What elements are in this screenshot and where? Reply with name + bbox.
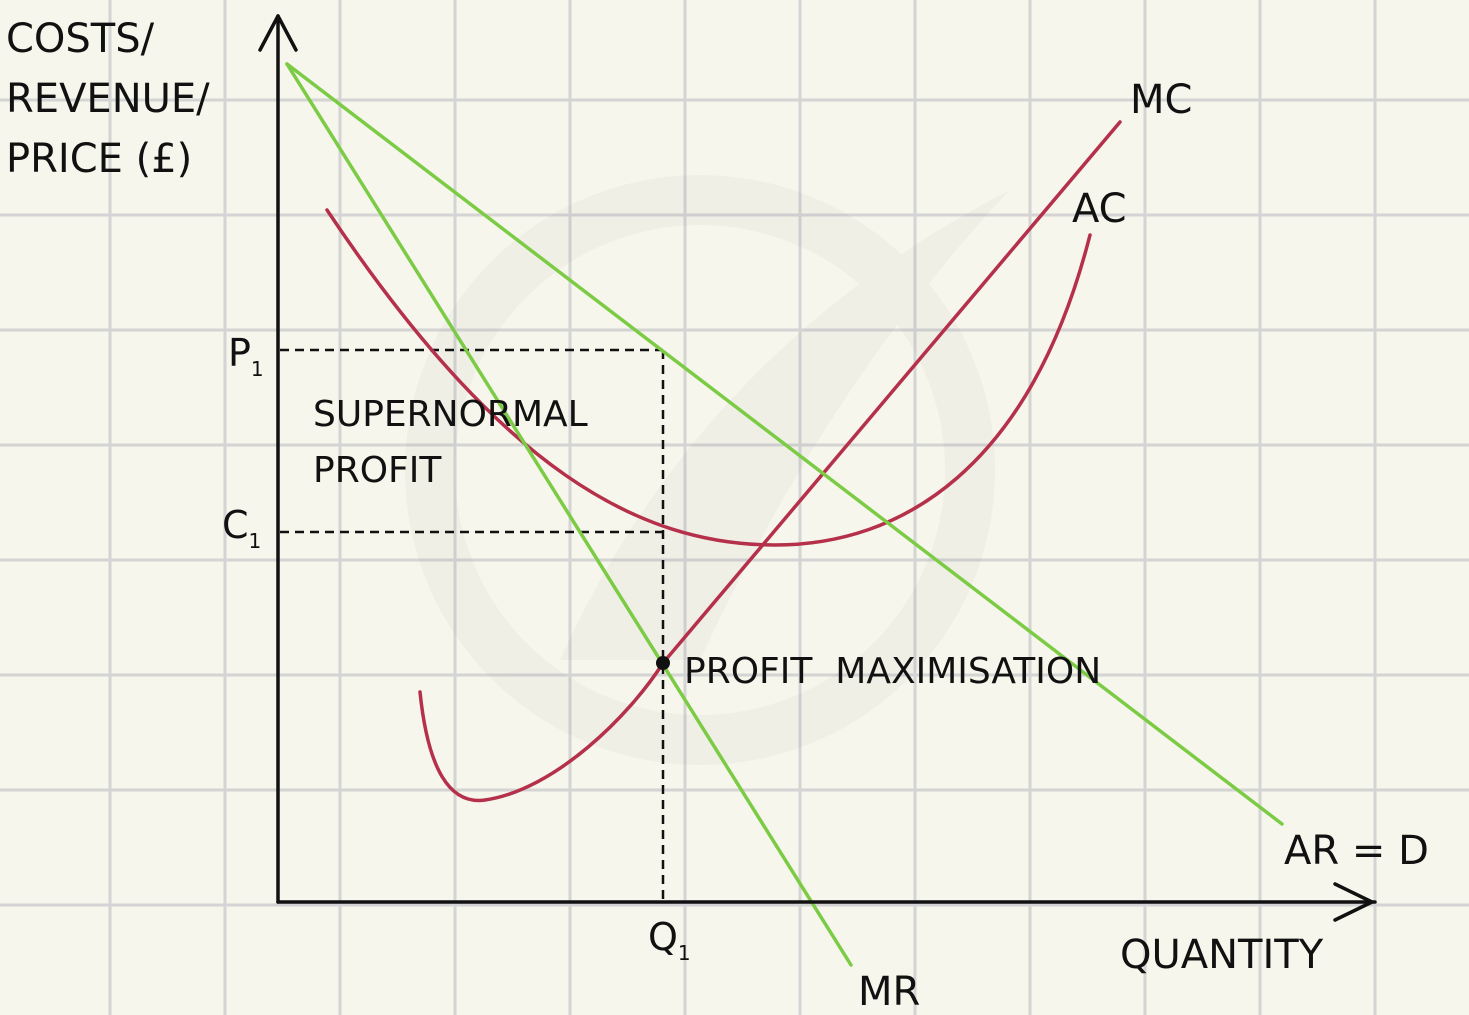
- x-axis-arrowhead: [1333, 882, 1374, 922]
- axes: [258, 14, 1377, 922]
- profit-maximisation-label: PROFIT MAXIMISATION: [684, 651, 1101, 692]
- quantity-level-label: Q1: [648, 915, 691, 965]
- y-axis-label-line-2: REVENUE/: [6, 76, 210, 122]
- mc-curve-label: MC: [1130, 77, 1192, 123]
- mr-curve: [285, 62, 853, 967]
- price-level-label: P1: [228, 331, 264, 381]
- ar-demand-label: AR = D: [1284, 828, 1429, 874]
- x-axis-label: QUANTITY: [1120, 932, 1324, 978]
- y-axis-label-line-1: COSTS/: [6, 16, 155, 62]
- ar-demand-curve: [285, 62, 1284, 826]
- profit-maximisation-point: [656, 656, 670, 670]
- dashed-guides: [280, 348, 665, 900]
- y-axis-label-line-3: PRICE (£): [6, 136, 192, 182]
- cost-level-label: C1: [222, 503, 261, 553]
- mc-curve: [418, 120, 1122, 803]
- supernormal-profit-label-line-1: SUPERNORMAL: [313, 394, 588, 435]
- ac-curve: [325, 208, 1092, 547]
- ac-curve-label: AC: [1072, 186, 1127, 232]
- y-axis-arrowhead: [258, 14, 298, 52]
- mr-curve-label: MR: [858, 969, 920, 1015]
- watermark-logo: [405, 175, 1010, 765]
- supernormal-profit-label-line-2: PROFIT: [313, 450, 442, 491]
